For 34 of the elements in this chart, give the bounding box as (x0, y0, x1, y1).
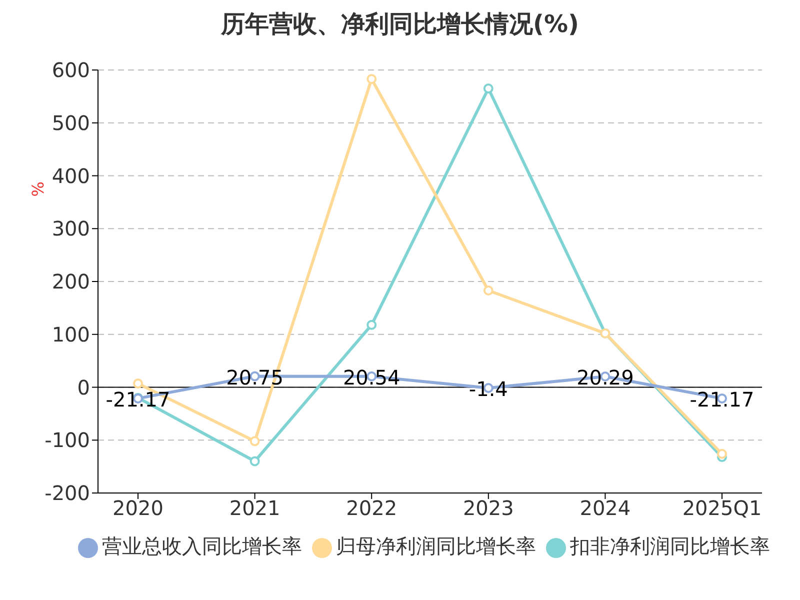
point (366, 74, 377, 84)
x-tick-label: 2022 (346, 496, 398, 520)
y-tick-label: 200 (52, 270, 90, 294)
point (250, 456, 260, 466)
y-tick-label: 500 (52, 110, 90, 135)
legend-label: 归母净利润同比增长率 (336, 534, 536, 558)
y-tick-label: 100 (52, 322, 90, 346)
data-label: 20.54 (342, 365, 400, 390)
data-label: -1.4 (468, 376, 508, 401)
legend-label: 营业总收入同比增长率 (102, 534, 302, 558)
y-tick-label: -200 (44, 481, 90, 506)
point (483, 84, 494, 94)
data-label: 20.75 (226, 365, 284, 390)
point (250, 436, 260, 446)
chart-title: 历年营收、净利同比增长情况(%) (220, 9, 580, 40)
point (133, 378, 143, 389)
y-tick-label: 0 (77, 375, 90, 400)
data-label: -21.17 (106, 387, 170, 412)
point (717, 448, 727, 459)
y-tick-label: 300 (52, 216, 90, 241)
point (483, 285, 494, 296)
y-tick-label: -100 (44, 428, 90, 452)
y-tick-label: 600 (52, 58, 90, 82)
x-tick-label: 2023 (462, 496, 514, 520)
x-tick-label: 2021 (229, 496, 280, 520)
data-label: -21.17 (690, 387, 754, 412)
point (366, 320, 377, 330)
legend-label: 扣非净利润同比增长率 (570, 534, 770, 558)
x-tick-label: 2020 (112, 496, 164, 520)
x-tick-label: 2024 (580, 496, 631, 520)
y-tick-label: 400 (52, 164, 90, 188)
y-axis-title: % (28, 182, 48, 197)
x-tick-label: 2025Q1 (682, 496, 762, 520)
data-label: 20.29 (576, 366, 634, 390)
